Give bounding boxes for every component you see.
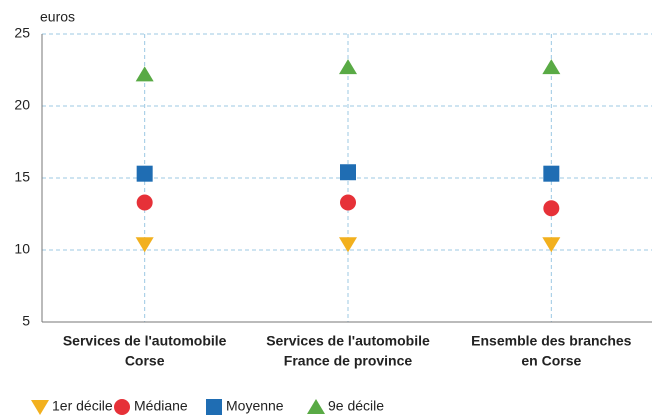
point: [542, 237, 561, 253]
point: [340, 194, 356, 211]
point: [136, 165, 153, 182]
point: [339, 237, 357, 253]
x-tick-label: en Corse: [521, 353, 581, 369]
point: [543, 165, 560, 182]
point: [543, 200, 560, 217]
legend-symbol: [114, 399, 130, 415]
legend-symbol: [31, 400, 49, 415]
y-tick-label: 5: [22, 313, 30, 329]
point: [135, 66, 154, 82]
y-tick-label: 20: [14, 97, 30, 113]
point: [340, 164, 356, 181]
legend-symbol: [307, 399, 325, 414]
point: [136, 194, 153, 211]
point: [339, 59, 357, 75]
point: [542, 59, 561, 75]
legend-symbol: [206, 399, 222, 415]
y-tick-label: 15: [14, 169, 30, 185]
legend-label: 9e décile: [328, 398, 384, 414]
y-tick-label: 10: [14, 241, 30, 257]
legend-label: Médiane: [134, 398, 188, 414]
x-tick-label: France de province: [284, 353, 413, 369]
x-tick-label: Ensemble des branches: [471, 333, 632, 349]
legend-label: Moyenne: [226, 398, 284, 414]
x-tick-label: Corse: [125, 353, 165, 369]
legend-label: 1er décile: [52, 398, 113, 414]
point: [135, 237, 154, 253]
x-tick-label: Services de l'automobile: [266, 333, 430, 349]
y-tick-label: 25: [14, 25, 30, 41]
x-tick-label: Services de l'automobile: [63, 333, 227, 349]
y-axis-label: euros: [40, 9, 75, 25]
